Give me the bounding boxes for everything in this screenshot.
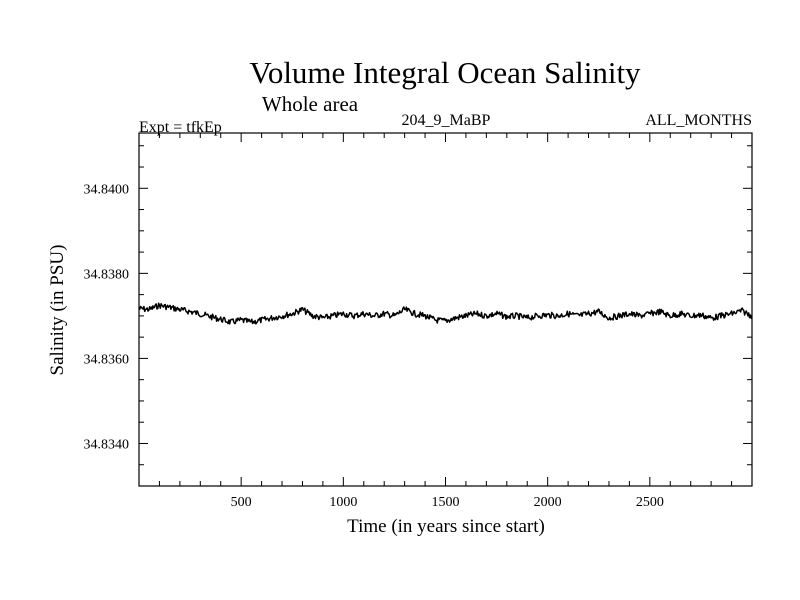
salinity-series-line: [138, 302, 753, 325]
y-axis-ticks: 34.8340 34.8360 34.8380 34.8400: [84, 145, 752, 466]
y-tick-label: 34.8380: [84, 267, 130, 282]
x-tick-label: 2000: [534, 495, 562, 510]
x-tick-label: 2500: [636, 495, 664, 510]
x-axis-label: Time (in years since start): [347, 516, 545, 537]
y-tick-label: 34.8400: [84, 182, 130, 197]
run-label: 204_9_MaBP: [402, 112, 491, 129]
experiment-label: Expt = tfkEp: [139, 119, 222, 136]
x-axis-ticks: 500 1000 1500 2000 2500: [158, 133, 733, 510]
y-tick-label: 34.8360: [84, 352, 130, 367]
months-label: ALL_MONTHS: [645, 112, 752, 129]
chart-subtitle: Whole area: [262, 92, 359, 116]
x-tick-label: 500: [231, 495, 252, 510]
x-tick-label: 1000: [329, 495, 357, 510]
x-tick-label: 1500: [432, 495, 460, 510]
chart-title: Volume Integral Ocean Salinity: [249, 55, 641, 90]
y-axis-label: Salinity (in PSU): [47, 245, 68, 376]
y-tick-label: 34.8340: [84, 437, 130, 452]
